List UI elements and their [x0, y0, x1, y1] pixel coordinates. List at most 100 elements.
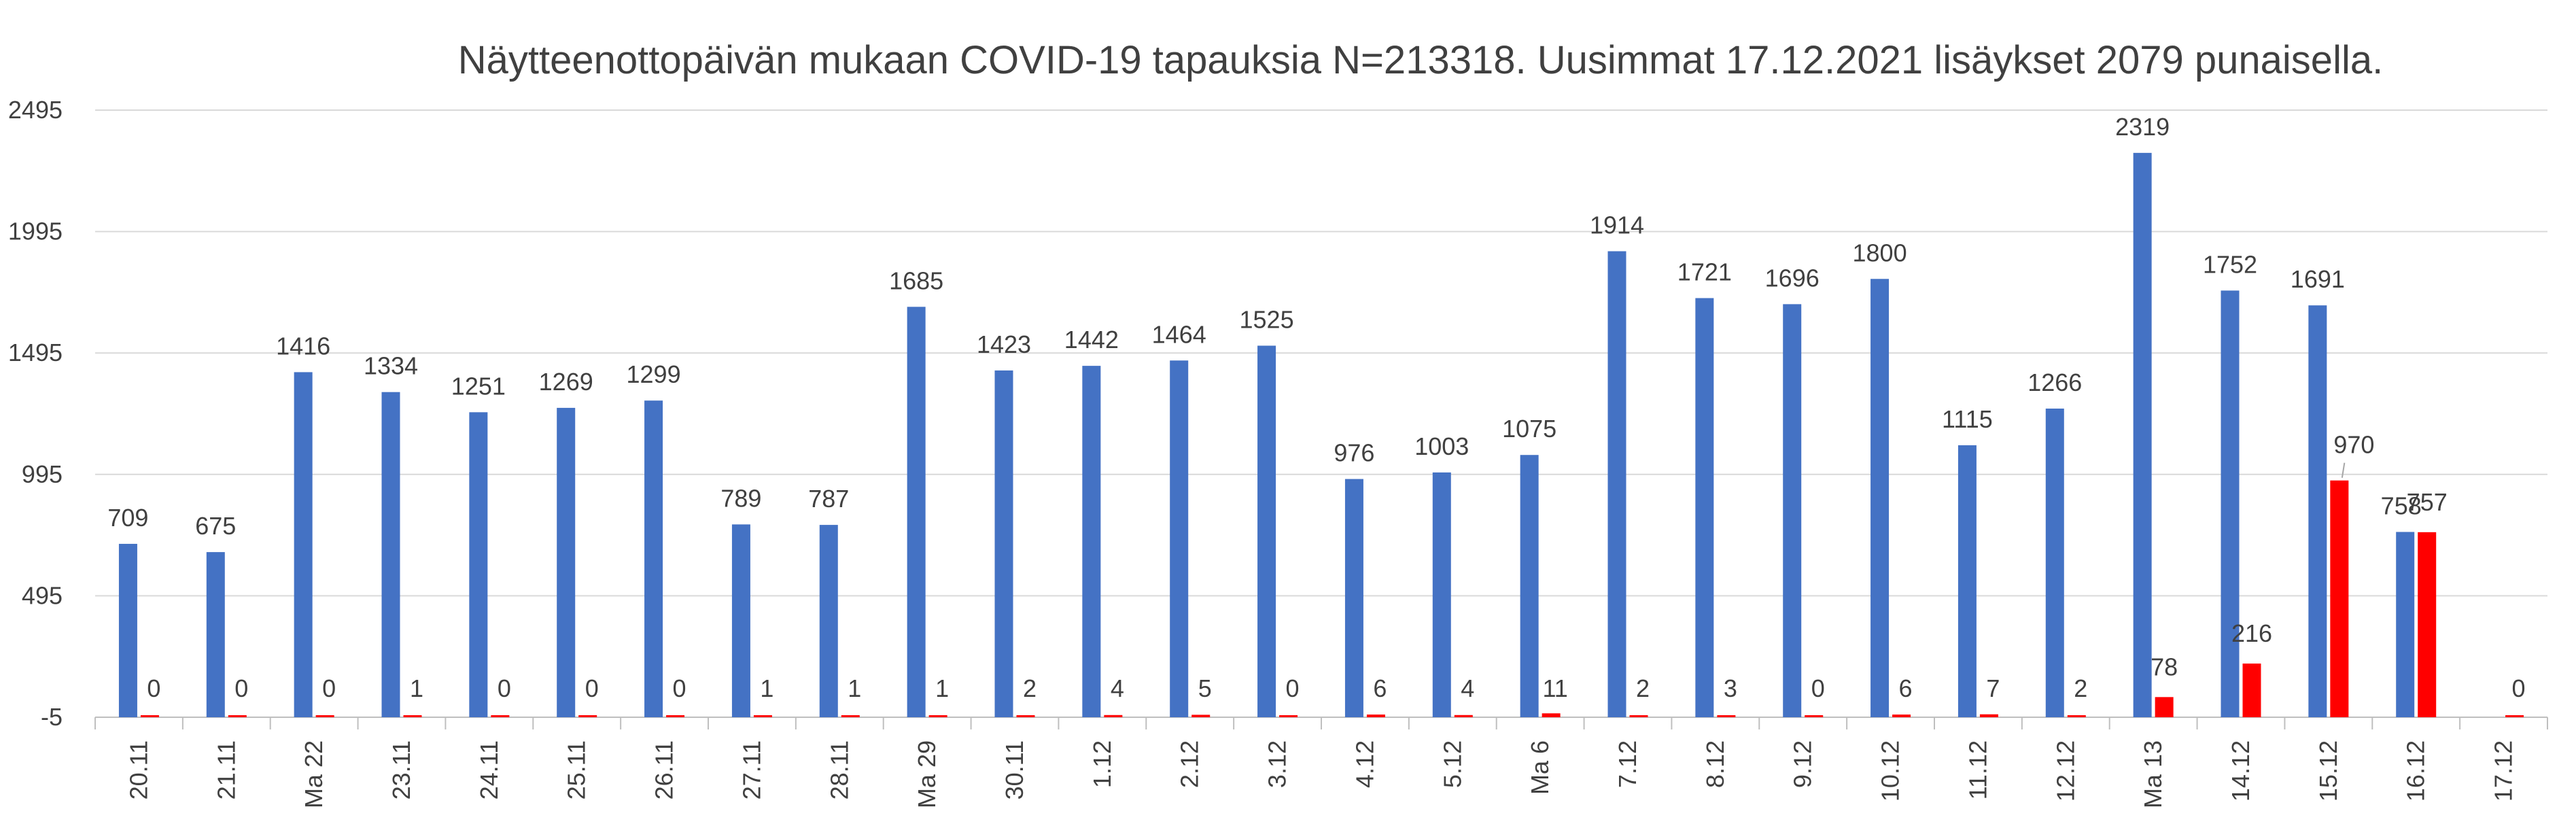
bar-blue: [1082, 366, 1101, 717]
bar-blue: [1344, 479, 1363, 717]
data-label-blue: 709: [107, 504, 148, 532]
bar-red: [1542, 713, 1561, 717]
bar-blue: [644, 400, 663, 717]
bar-red: [315, 715, 334, 717]
label-leader-line: [2341, 462, 2346, 478]
bar-red: [2505, 715, 2524, 717]
bar-red: [1979, 714, 1998, 717]
data-label-blue: 1464: [1152, 320, 1206, 348]
x-tick-label: 11.12: [1964, 740, 1991, 799]
chart-title: Näytteenottopäivän mukaan COVID-19 tapau…: [458, 38, 2383, 82]
x-tick-label: Ma 22: [300, 740, 328, 808]
data-label-red: 0: [322, 674, 336, 702]
y-tick-label: 1995: [8, 218, 63, 245]
data-label-blue: 675: [195, 512, 236, 540]
x-tick-label: 20.11: [124, 740, 152, 799]
bar-red: [1454, 715, 1473, 717]
data-label-blue: 1696: [1765, 264, 1820, 292]
x-tick-label: 23.11: [387, 740, 415, 799]
data-label-red: 2: [1636, 674, 1650, 702]
bar-blue: [2221, 290, 2240, 717]
x-axis-ticks: 20.11 21.11 Ma 22 23.11 24.11 25.11 26.11 27.11…: [124, 740, 2517, 808]
gridlines: [94, 109, 2548, 729]
bar-blue: [907, 307, 926, 717]
bar-blue: [381, 392, 400, 717]
data-label-blue: 976: [1334, 439, 1374, 467]
bar-blue: [118, 543, 137, 717]
y-tick-label: 995: [22, 460, 63, 488]
bar-red: [928, 715, 947, 717]
x-tick-label: 27.11: [737, 740, 765, 799]
bar-red: [841, 715, 860, 717]
x-tick-label: 21.11: [212, 740, 240, 799]
bar-red: [2155, 697, 2174, 717]
bar-blue: [469, 412, 488, 717]
data-label-blue: 1423: [977, 330, 1031, 358]
bar-red: [578, 715, 597, 717]
x-tick-label: 25.11: [563, 740, 591, 799]
data-label-red: 1: [410, 674, 423, 702]
bar-blue: [731, 524, 750, 717]
bars: [118, 152, 2524, 718]
data-label-blue: 1416: [276, 332, 330, 360]
bar-blue: [994, 370, 1013, 717]
data-label-blue: 1691: [2291, 265, 2345, 293]
bar-red: [1717, 715, 1736, 717]
bar-red: [2242, 664, 2261, 717]
y-axis-ticks: -5 495 995 1495 1995 2495: [8, 96, 63, 731]
data-label-blue: 1115: [1942, 405, 1993, 433]
bar-red: [1279, 715, 1298, 717]
bar-blue: [2133, 152, 2152, 718]
y-tick-label: 495: [22, 581, 63, 609]
data-label-blue: 1334: [364, 352, 418, 380]
data-label-blue: 1914: [1590, 211, 1644, 239]
y-tick-label: -5: [41, 703, 63, 731]
bar-red: [1892, 715, 1911, 717]
data-label-red: 7: [1986, 674, 2000, 702]
bar-red: [1629, 715, 1648, 717]
bar-blue: [2308, 305, 2327, 717]
data-label-red: 0: [1811, 674, 1825, 702]
data-label-red: 1: [760, 674, 773, 702]
data-label-red: 6: [1899, 674, 1913, 702]
bar-red: [1805, 715, 1824, 717]
data-label-red: 0: [1286, 674, 1300, 702]
data-label-red: 216: [2231, 619, 2272, 647]
bar-red: [2418, 532, 2437, 717]
data-label-red: 3: [1724, 674, 1737, 702]
data-label-blue: 1800: [1853, 239, 1907, 266]
data-label-blue: 789: [720, 484, 761, 512]
bar-red: [2330, 480, 2349, 717]
x-tick-label: 2.12: [1176, 740, 1204, 788]
bar-blue: [1432, 472, 1451, 717]
data-label-red: 78: [2151, 653, 2178, 681]
bar-blue: [294, 372, 313, 717]
data-label-blue: 1685: [889, 266, 943, 294]
bar-blue: [1695, 298, 1714, 718]
bar-red: [1366, 715, 1385, 717]
data-label-blue: 1003: [1414, 432, 1469, 460]
x-tick-label: 1.12: [1088, 740, 1116, 788]
data-label-red: 0: [673, 674, 686, 702]
data-label-blue: 1299: [627, 360, 681, 388]
data-label-red: 2: [2074, 674, 2087, 702]
data-label-red: 0: [2512, 674, 2526, 702]
x-tick-label: 3.12: [1264, 740, 1291, 788]
data-label-blue: 758: [2381, 492, 2422, 519]
data-label-blue: 1752: [2203, 250, 2257, 278]
y-tick-label: 2495: [8, 96, 63, 124]
x-tick-label: 8.12: [1701, 740, 1729, 788]
data-label-red: 2: [1023, 674, 1037, 702]
bar-red: [753, 715, 772, 717]
bar-blue: [1783, 304, 1802, 717]
data-label-blue: 1075: [1502, 415, 1556, 443]
bar-blue: [557, 407, 576, 717]
data-labels: 7090675014160133411251012690129907891787…: [107, 113, 2525, 702]
x-tick-label: 9.12: [1789, 740, 1817, 788]
data-label-red: 0: [147, 674, 160, 702]
x-tick-label: 7.12: [1614, 740, 1641, 788]
x-tick-label: 16.12: [2402, 740, 2430, 802]
x-tick-label: 10.12: [1877, 740, 1904, 802]
bar-red: [403, 715, 422, 717]
